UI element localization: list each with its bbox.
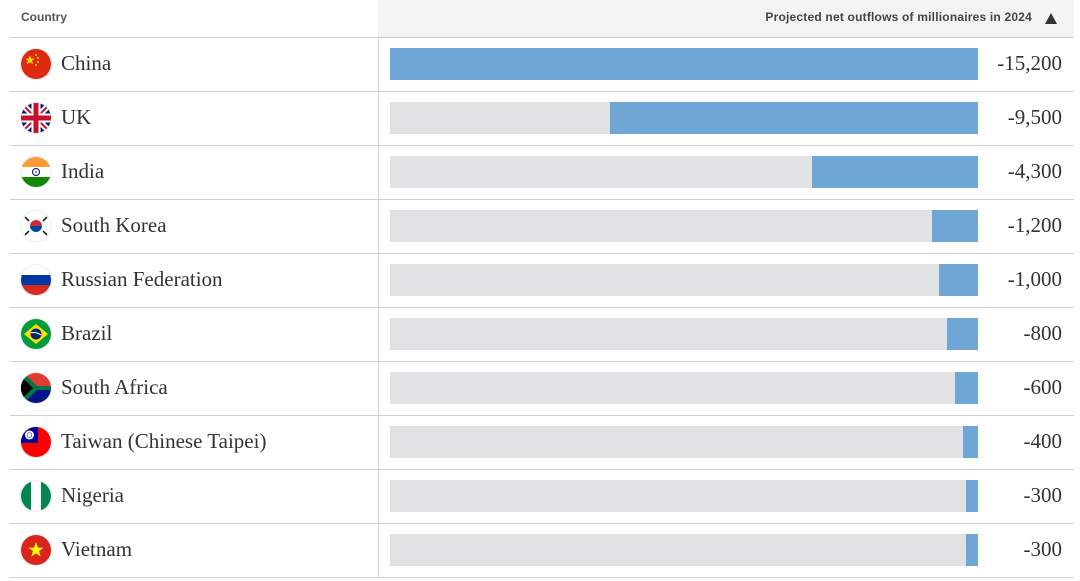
country-name: UK: [61, 105, 92, 129]
taiwan-flag-icon: [21, 427, 51, 457]
bar-track: [390, 48, 978, 80]
country-name: South Korea: [61, 213, 167, 237]
sort-ascending-icon[interactable]: [1045, 13, 1057, 24]
value-label: -300: [1023, 483, 1063, 507]
value-label: -4,300: [1007, 159, 1062, 183]
value-label: -1,000: [1007, 267, 1062, 291]
bar-track: [390, 156, 978, 188]
country-name: Nigeria: [61, 483, 124, 507]
column-divider: [378, 416, 379, 469]
column-divider: [378, 470, 379, 523]
bar[interactable]: [939, 264, 978, 296]
table-row[interactable]: Taiwan (Chinese Taipei) -400: [10, 416, 1074, 470]
bar-track: [390, 426, 978, 458]
chart-rows: China -15,200 UK -9,500 India -4,300 South Kor…: [10, 38, 1074, 578]
country-column-header[interactable]: Country: [10, 0, 378, 37]
bar[interactable]: [955, 372, 978, 404]
country-name: Vietnam: [61, 537, 133, 561]
value-label: -15,200: [997, 51, 1062, 75]
table-row[interactable]: South Africa -600: [10, 362, 1074, 416]
bar-track: [390, 318, 978, 350]
bar[interactable]: [932, 210, 978, 242]
china-flag-icon: [21, 49, 51, 79]
brazil-flag-icon: [21, 319, 51, 349]
table-row[interactable]: South Korea -1,200: [10, 200, 1074, 254]
column-divider: [378, 200, 379, 253]
bar[interactable]: [966, 534, 978, 566]
table-row[interactable]: UK -9,500: [10, 92, 1074, 146]
country-name: Russian Federation: [61, 267, 223, 291]
bar-track: [390, 480, 978, 512]
value-label: -400: [1023, 429, 1063, 453]
bar-track: [390, 264, 978, 296]
value-label: -300: [1023, 537, 1063, 561]
nigeria-flag-icon: [21, 481, 51, 511]
bar[interactable]: [947, 318, 978, 350]
column-divider: [378, 92, 379, 145]
country-name: Brazil: [61, 321, 113, 345]
bar-track: [390, 534, 978, 566]
table-row[interactable]: Nigeria -300: [10, 470, 1074, 524]
column-divider: [378, 254, 379, 307]
bar[interactable]: [963, 426, 978, 458]
column-divider: [378, 362, 379, 415]
table-row[interactable]: Brazil -800: [10, 308, 1074, 362]
country-name: India: [61, 159, 105, 183]
column-divider: [378, 38, 379, 91]
table-row[interactable]: China -15,200: [10, 38, 1074, 92]
column-divider: [378, 308, 379, 361]
bar[interactable]: [390, 48, 978, 80]
vietnam-flag-icon: [21, 535, 51, 565]
value-label: -9,500: [1007, 105, 1062, 129]
column-divider: [378, 524, 379, 577]
bar-track: [390, 210, 978, 242]
bar-track: [390, 372, 978, 404]
value-label: -800: [1023, 321, 1063, 345]
country-header-label: Country: [21, 10, 67, 24]
south-korea-flag-icon: [21, 211, 51, 241]
india-flag-icon: [21, 157, 51, 187]
country-name: China: [61, 51, 112, 75]
south-africa-flag-icon: [21, 373, 51, 403]
value-label: -1,200: [1007, 213, 1062, 237]
value-label: -600: [1023, 375, 1063, 399]
table-row[interactable]: Russian Federation -1,000: [10, 254, 1074, 308]
bar[interactable]: [610, 102, 978, 134]
table-header: Country Projected net outflows of millio…: [10, 0, 1074, 38]
column-divider: [378, 146, 379, 199]
table-row[interactable]: Vietnam -300: [10, 524, 1074, 578]
bar[interactable]: [966, 480, 978, 512]
uk-flag-icon: [21, 103, 51, 133]
metric-column-header[interactable]: Projected net outflows of millionaires i…: [378, 0, 1074, 37]
table-row[interactable]: India -4,300: [10, 146, 1074, 200]
bar-track: [390, 102, 978, 134]
russia-flag-icon: [21, 265, 51, 295]
bar[interactable]: [812, 156, 978, 188]
metric-header-label: Projected net outflows of millionaires i…: [765, 10, 1032, 24]
country-name: Taiwan (Chinese Taipei): [61, 429, 267, 453]
country-name: South Africa: [61, 375, 168, 399]
